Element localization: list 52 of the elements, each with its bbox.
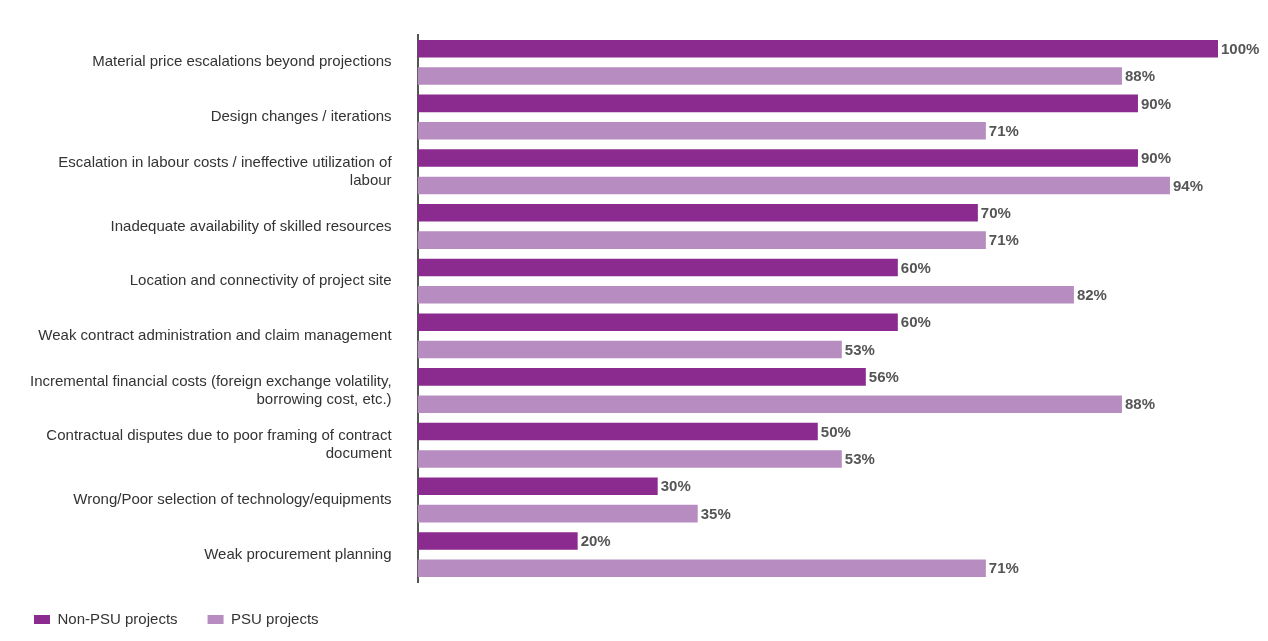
y-tick-label: Wrong/Poor selection of technology/equipments [73, 490, 392, 508]
data-label: 53% [844, 340, 875, 358]
data-label: 30% [660, 477, 691, 495]
y-tick-label: Location and connectivity of project site [129, 271, 392, 289]
bar [417, 340, 842, 359]
data-label: 94% [1172, 176, 1204, 194]
y-tick-label: Weak contract administration and claim management [38, 325, 393, 343]
data-label: 60% [900, 258, 931, 276]
bar [417, 532, 578, 550]
y-tick-label: Inadequate availability of skilled resources [110, 216, 392, 234]
bar [417, 286, 1074, 304]
y-tick-label: Material price escalations beyond projections [92, 52, 392, 70]
data-label: 60% [900, 313, 931, 331]
bar [417, 313, 898, 331]
bar [417, 176, 1170, 195]
bar [417, 395, 1122, 413]
data-label: 50% [820, 422, 851, 440]
data-label: 56% [868, 368, 899, 386]
data-label: 71% [988, 559, 1019, 577]
data-label: 90% [1140, 149, 1171, 167]
bar [417, 258, 898, 277]
bar [417, 149, 1138, 167]
y-tick-label: Weak procurement planning [204, 544, 392, 562]
data-label: 90% [1140, 94, 1171, 112]
bar [417, 39, 1218, 58]
bar [417, 559, 986, 578]
bar [417, 94, 1138, 113]
bar [417, 450, 842, 468]
data-label: 53% [844, 450, 875, 468]
bar [417, 204, 978, 222]
data-label: 88% [1124, 67, 1155, 85]
data-label: 71% [988, 231, 1019, 249]
y-tick-label: Incremental financial costs (foreign exchange volatility, borrowing cost, etc.) [29, 371, 392, 407]
bar [417, 477, 658, 496]
bar [417, 67, 1122, 85]
bar [417, 121, 986, 140]
data-label: 100% [1221, 39, 1260, 57]
data-label: 71% [988, 121, 1019, 139]
y-tick-label: Design changes / iterations [210, 107, 392, 125]
data-label: 70% [980, 203, 1011, 221]
legend-label: PSU projects [231, 609, 319, 627]
bar [417, 504, 698, 523]
y-tick-label: Escalation in labour costs / ineffective utilization of labour [58, 152, 393, 188]
y-tick-label: Contractual disputes due to poor framing of contract document [46, 426, 393, 462]
bar [417, 231, 986, 249]
data-label: 20% [580, 532, 611, 550]
data-label: 35% [700, 504, 731, 522]
data-label: 88% [1124, 395, 1155, 413]
bar [417, 368, 866, 386]
legend-label: Non-PSU projects [57, 609, 178, 627]
data-label: 82% [1076, 285, 1107, 303]
bar [417, 422, 818, 441]
